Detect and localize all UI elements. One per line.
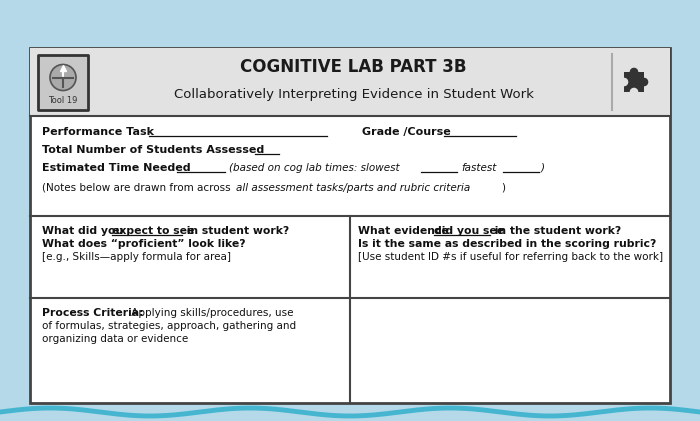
Text: in the student work?: in the student work? [491,226,622,236]
Text: of formulas, strategies, approach, gathering and: of formulas, strategies, approach, gathe… [42,321,296,331]
Text: What does “proficient” look like?: What does “proficient” look like? [42,239,246,249]
Text: (based on cog lab times: slowest: (based on cog lab times: slowest [229,163,400,173]
Text: all assessment tasks/parts and rubric criteria: all assessment tasks/parts and rubric cr… [236,183,470,193]
Bar [38,55,88,110]
Text: fastest: fastest [461,163,496,173]
Text: Is it the same as described in the scoring rubric?: Is it the same as described in the scori… [358,239,657,249]
Text: organizing data or evidence: organizing data or evidence [42,334,188,344]
Text: expect to see: expect to see [112,226,195,236]
Text: Grade /Course: Grade /Course [362,127,451,137]
Text: Collaboratively Interpreting Evidence in Student Work: Collaboratively Interpreting Evidence in… [174,88,533,101]
Text: ): ) [501,183,505,193]
Text: What evidence: What evidence [358,226,453,236]
Circle shape [620,78,628,85]
Bar [30,48,670,116]
Circle shape [50,64,76,91]
Text: Performance Task: Performance Task [42,127,154,137]
Text: did you see: did you see [434,226,504,236]
Text: What did you: What did you [42,226,127,236]
Text: ): ) [541,163,545,173]
Circle shape [640,78,648,85]
Circle shape [631,88,638,96]
Text: [Use student ID #s if useful for referring back to the work]: [Use student ID #s if useful for referri… [358,252,663,262]
Text: [e.g., Skills—apply formula for area]: [e.g., Skills—apply formula for area] [42,252,231,262]
Text: Estimated Time Needed: Estimated Time Needed [42,163,190,173]
Text: Tool 19: Tool 19 [48,96,78,105]
Text: Total Number of Students Assessed: Total Number of Students Assessed [42,145,265,155]
Text: Process Criteria:: Process Criteria: [42,308,144,318]
Text: in student work?: in student work? [183,226,289,236]
Bar [30,48,670,403]
Text: COGNITIVE LAB PART 3B: COGNITIVE LAB PART 3B [240,58,467,76]
Text: Applying skills/procedures, use: Applying skills/procedures, use [128,308,293,318]
Circle shape [631,68,638,76]
Text: (Notes below are drawn from across: (Notes below are drawn from across [42,183,234,193]
Bar [624,72,644,92]
